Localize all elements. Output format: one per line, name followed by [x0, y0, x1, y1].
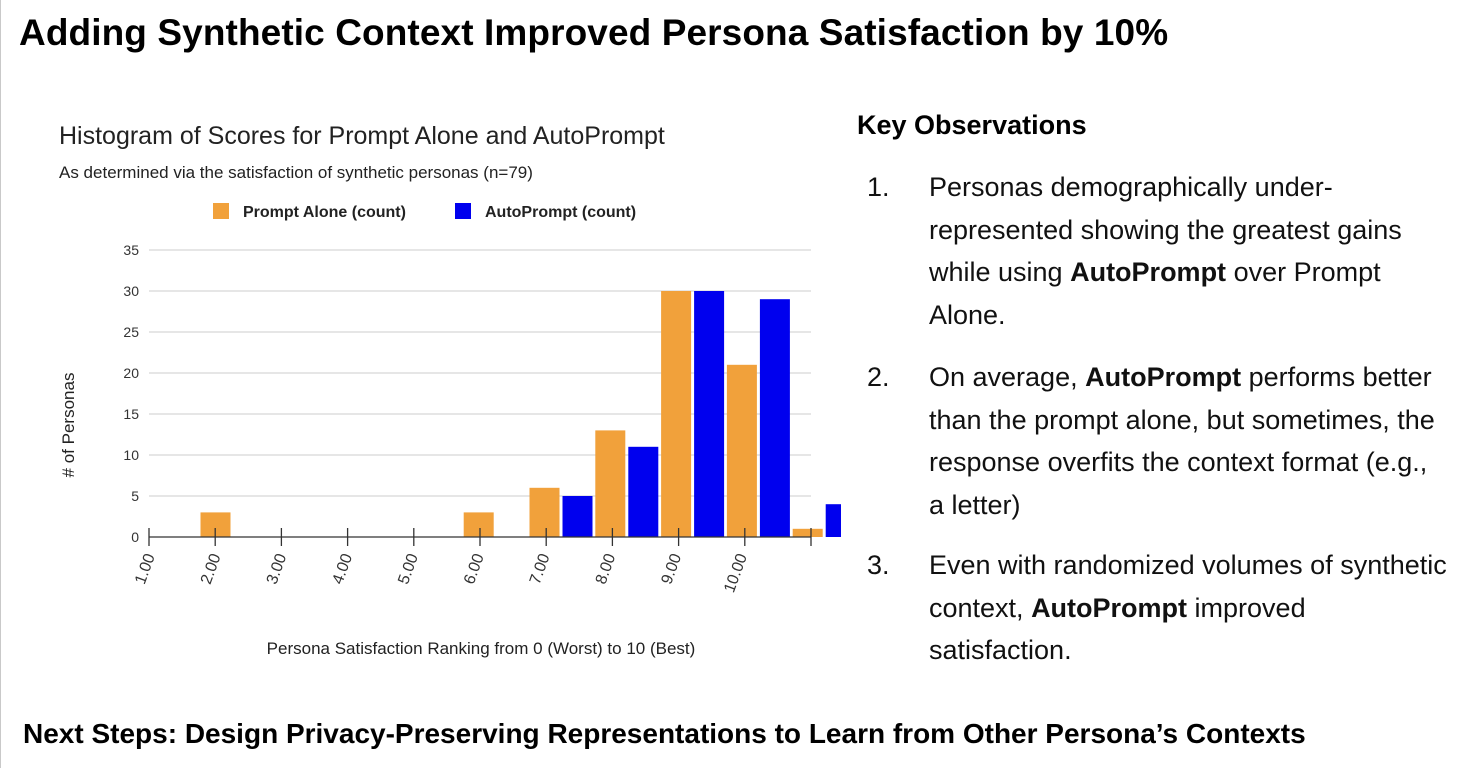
bar-prompt-alone: [595, 430, 626, 537]
y-tick-label: 25: [123, 324, 139, 340]
observation-emphasis: AutoPrompt: [1070, 257, 1227, 287]
chart-subtitle: As determined via the satisfaction of sy…: [59, 163, 533, 182]
x-tick-label: 2.00: [198, 551, 225, 586]
y-tick-label: 5: [131, 488, 139, 504]
observation-text: Personas demographically under-represent…: [929, 166, 1449, 336]
bar-prompt-alone: [792, 528, 823, 537]
legend-swatch: [455, 203, 471, 219]
observation-fragment: Personas demographically under-represent…: [929, 172, 1402, 287]
observation-text: Even with randomized volumes of syntheti…: [929, 544, 1449, 672]
chart-bars: [200, 291, 841, 537]
x-tick-label: 1.00: [132, 551, 159, 586]
observation-number: 3.: [867, 550, 890, 580]
bar-prompt-alone: [529, 487, 560, 537]
bar-prompt-alone: [463, 512, 494, 537]
x-tick-label: 8.00: [593, 551, 620, 586]
legend-label: AutoPrompt (count): [485, 204, 636, 221]
observation-fragment: improved satisfaction.: [929, 592, 1306, 666]
x-axis-label: Persona Satisfaction Ranking from 0 (Wor…: [267, 639, 696, 658]
observation-text: On average, AutoPrompt performs better t…: [929, 356, 1449, 526]
observation-fragment: over Prompt Alone.: [929, 257, 1381, 330]
y-axis-ticks: 0 5 10 15 20 25 30 35: [123, 242, 139, 545]
observation-fragment: Even with randomized volumes of syntheti…: [929, 550, 1447, 623]
x-tick-label: 7.00: [527, 551, 554, 586]
y-tick-label: 15: [123, 406, 139, 422]
bar-prompt-alone: [726, 364, 757, 537]
observation-number: 1.: [867, 172, 890, 202]
x-tick-label: 9.00: [659, 551, 686, 586]
observation-emphasis: AutoPrompt: [1031, 592, 1188, 623]
y-tick-label: 10: [123, 447, 139, 463]
x-tick-label: 6.00: [461, 551, 488, 586]
observation-fragment: On average,: [929, 362, 1086, 392]
y-tick-label: 35: [123, 242, 139, 258]
legend-swatch: [213, 203, 229, 219]
page-title: Adding Synthetic Context Improved Person…: [19, 12, 1169, 53]
x-tick-label: 10.00: [721, 551, 751, 595]
observations-heading: Key Observations: [857, 110, 1087, 140]
y-tick-label: 30: [123, 283, 139, 299]
y-tick-label: 0: [131, 529, 139, 545]
bar-autoprompt: [628, 446, 659, 537]
observation-number: 2.: [867, 362, 890, 392]
x-tick-label: 5.00: [395, 551, 422, 586]
bar-prompt-alone: [661, 291, 692, 537]
legend-label: Prompt Alone (count): [243, 204, 406, 221]
chart-title: Histogram of Scores for Prompt Alone and…: [59, 122, 665, 150]
bar-autoprompt: [825, 504, 841, 537]
x-axis: 1.00 2.00 3.00 4.00 5.00 6.00 7.00 8.00 9.00 10.0…: [132, 528, 812, 595]
observation-emphasis: AutoPrompt: [1085, 362, 1242, 392]
bar-autoprompt: [694, 291, 725, 537]
observation-fragment: performs better than the prompt alone, b…: [929, 362, 1435, 520]
y-axis-label: # of Personas: [59, 373, 78, 478]
x-tick-label: 4.00: [330, 551, 357, 586]
x-tick-label: 3.00: [264, 551, 291, 586]
chart-legend: Prompt Alone (count) AutoPrompt (count): [213, 203, 636, 221]
histogram-chart: Histogram of Scores for Prompt Alone and…: [59, 122, 841, 658]
bar-autoprompt: [759, 299, 790, 537]
bar-autoprompt: [562, 496, 593, 537]
next-steps: Next Steps: Design Privacy-Preserving Re…: [23, 718, 1306, 749]
y-tick-label: 20: [123, 365, 139, 381]
